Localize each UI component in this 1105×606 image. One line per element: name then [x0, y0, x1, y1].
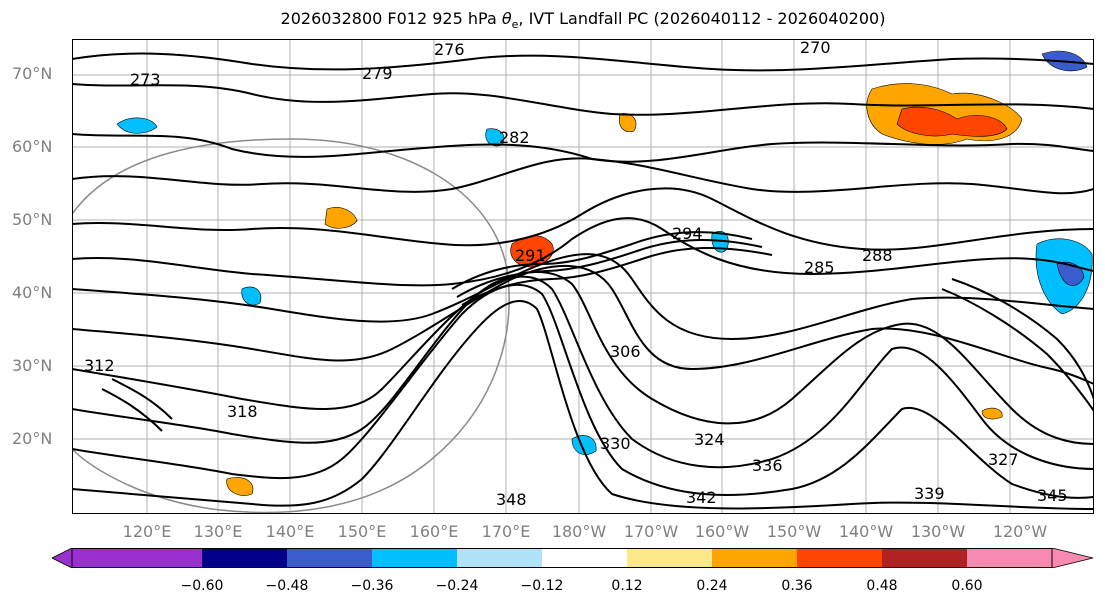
colorbar-segment	[797, 548, 882, 568]
lat-label: 30°N	[12, 356, 53, 375]
lat-label: 20°N	[12, 429, 53, 448]
contour-label: 288	[862, 246, 893, 265]
colorbar-tick: −0.12	[520, 578, 564, 594]
contour-label: 282	[499, 128, 530, 147]
colorbar-tick: −0.36	[350, 578, 394, 594]
colorbar-over-arrow	[1051, 548, 1094, 568]
blue-blob-nw	[116, 117, 158, 134]
contour-label: 330	[600, 434, 631, 453]
lon-label: 130°W	[910, 522, 966, 541]
colorbar-segment	[457, 548, 542, 568]
colorbar-segment	[542, 548, 627, 568]
blue-blob-4	[241, 286, 262, 306]
blue-blob-3	[571, 435, 597, 455]
contour-label: 276	[434, 40, 465, 59]
lon-label: 160°W	[694, 522, 750, 541]
colorbar-tick: −0.60	[180, 578, 224, 594]
lon-label: 140°W	[838, 522, 894, 541]
colorbar-over-segment	[967, 548, 1052, 568]
lon-label: 120°W	[992, 522, 1048, 541]
lon-label: 150°W	[766, 522, 822, 541]
contour-label: 318	[227, 402, 258, 421]
lon-label: 140°E	[265, 522, 315, 541]
chart-title: 2026032800 F012 925 hPa θe, IVT Landfall…	[280, 9, 886, 32]
colorbar-frame	[71, 548, 1053, 568]
colorbar-tick: 0.12	[611, 578, 643, 594]
map-panel: 270 273 276 279 282 285 288 291 294 306 …	[72, 39, 1094, 514]
colorbar-segment	[372, 548, 457, 568]
lon-label: 130°E	[193, 522, 243, 541]
colorbar-tick: 0.48	[866, 578, 898, 594]
lat-label: 40°N	[12, 283, 53, 302]
lat-label: 60°N	[12, 137, 53, 156]
contour-label: 270	[800, 39, 831, 57]
contour-label: 348	[496, 490, 527, 509]
colorbar-under-arrow	[52, 548, 73, 568]
contour-label: 324	[694, 430, 725, 449]
orange-blob-1	[324, 207, 358, 229]
colorbar-tick: −0.48	[265, 578, 309, 594]
contour-label: 312	[84, 356, 115, 375]
colorbar-tick: −0.24	[435, 578, 479, 594]
contour-label: 339	[914, 484, 945, 503]
lon-label: 170°W	[623, 522, 679, 541]
contour-label: 327	[988, 450, 1019, 469]
graticule	[72, 39, 1094, 514]
colorbar	[52, 548, 1094, 568]
lon-label: 160°E	[409, 522, 459, 541]
colorbar-tick: 0.24	[696, 578, 728, 594]
contour-label: 291	[515, 246, 546, 265]
colorbar-segment	[627, 548, 712, 568]
map-frame	[72, 39, 1094, 514]
darkblue-blob-ne	[1056, 261, 1085, 286]
lon-label: 170°E	[481, 522, 531, 541]
contour-label: 345	[1037, 486, 1068, 505]
contour-label: 285	[804, 258, 835, 277]
colorbar-segment	[882, 548, 967, 568]
colorbar-segment	[202, 548, 287, 568]
landfall-region-circle	[72, 138, 510, 514]
colorbar-segment	[712, 548, 797, 568]
contour-label: 294	[672, 224, 703, 243]
colorbar-segment	[287, 548, 372, 568]
contour-label: 306	[610, 342, 641, 361]
lat-label: 70°N	[12, 64, 53, 83]
lon-label: 150°E	[337, 522, 387, 541]
orange-blob-4	[226, 477, 254, 496]
contour-label: 342	[686, 488, 717, 507]
theta-e-contours	[72, 52, 1094, 510]
red-blob-alaska	[896, 106, 1008, 137]
colorbar-tick: 0.36	[781, 578, 813, 594]
contour-label: 279	[362, 64, 393, 83]
lon-label: 120°E	[122, 522, 172, 541]
contour-label: 273	[130, 70, 161, 89]
lon-label: 180°W	[551, 522, 607, 541]
contour-labels: 270 273 276 279 282 285 288 291 294 306 …	[84, 39, 1068, 509]
contour-label: 336	[752, 456, 783, 475]
colorbar-tick: 0.60	[951, 578, 983, 594]
colorbar-segment	[72, 548, 202, 568]
orange-blob-3	[981, 407, 1003, 420]
lat-label: 50°N	[12, 210, 53, 229]
